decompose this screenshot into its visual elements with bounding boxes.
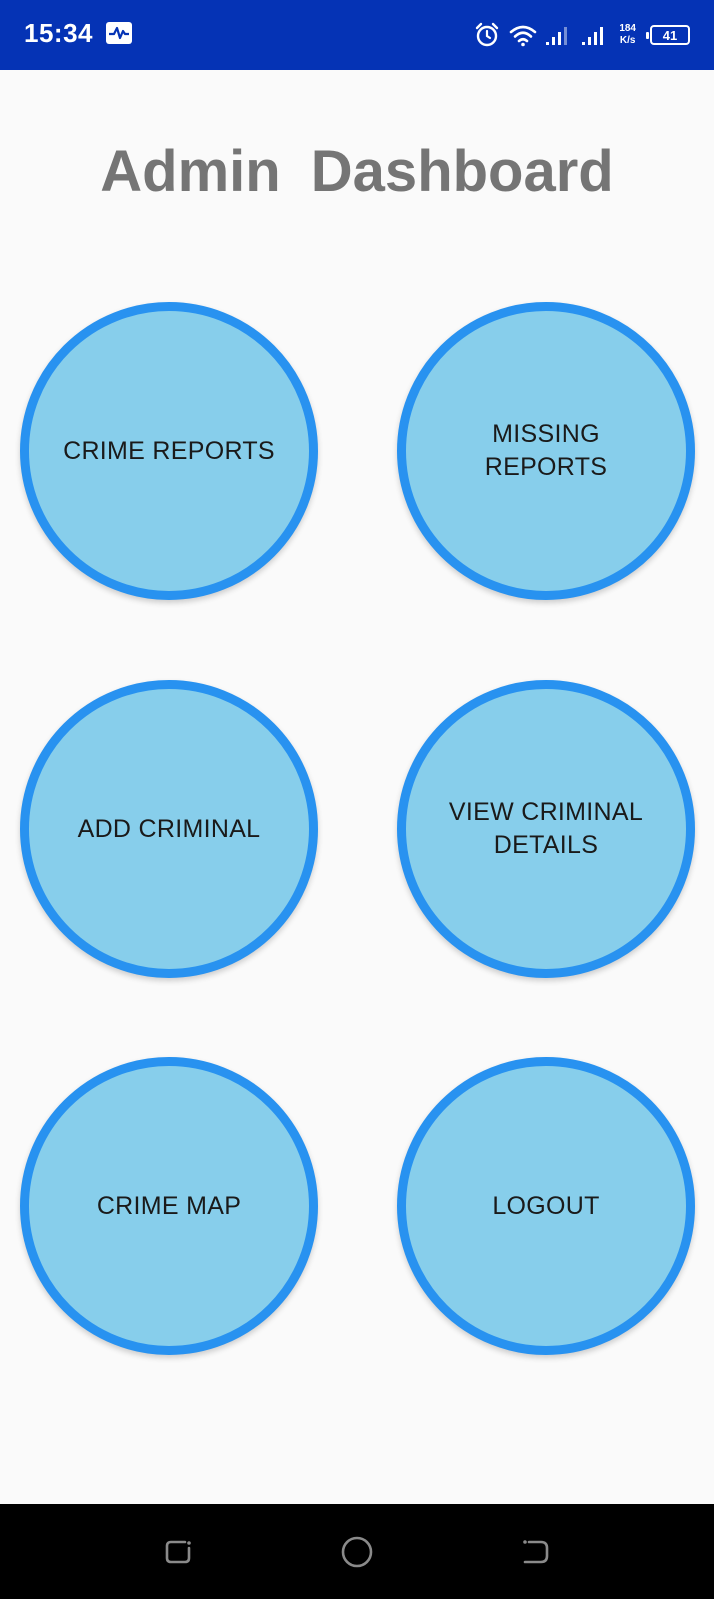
- missing-reports-button[interactable]: MISSING REPORTS: [397, 302, 695, 600]
- activity-icon: [106, 22, 132, 44]
- crime-map-label: CRIME MAP: [96, 1191, 242, 1220]
- crime-reports-button[interactable]: CRIME REPORTS: [20, 302, 318, 600]
- view-criminal-details-label: VIEW CRIMINAL DETAILS: [448, 798, 644, 859]
- crime-reports-label: CRIME REPORTS: [63, 436, 275, 465]
- battery-level: 41: [662, 27, 678, 43]
- network-speed-unit: K/s: [619, 35, 636, 46]
- add-criminal-label: ADD CRIMINAL: [77, 814, 261, 843]
- missing-reports-label: MISSING REPORTS: [484, 420, 608, 481]
- wifi-icon: [509, 23, 537, 47]
- status-time: 15:34: [24, 18, 93, 48]
- alarm-icon: [473, 21, 501, 49]
- logout-button[interactable]: LOGOUT: [397, 1057, 695, 1355]
- back-icon[interactable]: [518, 1534, 554, 1570]
- navigation-bar: [0, 1504, 714, 1599]
- page-title: Admin Dashboard: [100, 139, 614, 204]
- recent-apps-icon[interactable]: [160, 1534, 196, 1570]
- status-icons: 184 K/s 41: [473, 0, 690, 70]
- home-icon[interactable]: [339, 1534, 375, 1570]
- battery-icon: 41: [646, 25, 690, 45]
- view-criminal-details-button[interactable]: VIEW CRIMINAL DETAILS: [397, 680, 695, 978]
- signal-icon: [545, 24, 573, 46]
- logout-label: LOGOUT: [492, 1191, 600, 1220]
- network-speed: 184 K/s: [619, 23, 636, 47]
- add-criminal-button[interactable]: ADD CRIMINAL: [20, 680, 318, 978]
- crime-map-button[interactable]: CRIME MAP: [20, 1057, 318, 1355]
- signal-icon: [581, 24, 609, 46]
- network-speed-value: 184: [619, 23, 636, 34]
- status-bar: 15:34: [0, 0, 714, 70]
